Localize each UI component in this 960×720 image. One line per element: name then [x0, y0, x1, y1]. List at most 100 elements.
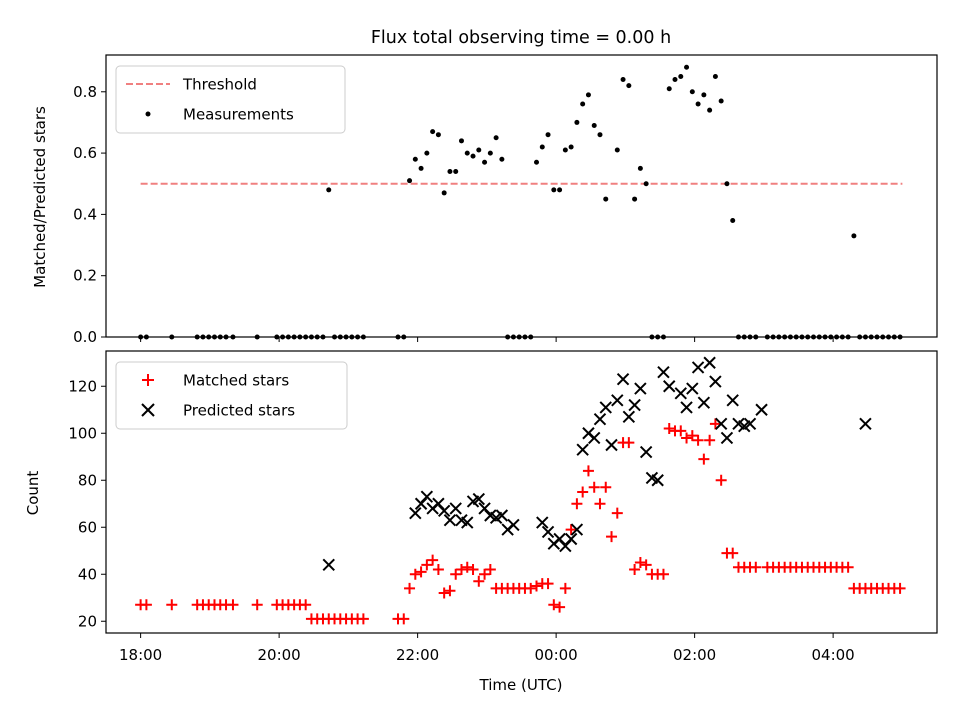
measurement-point — [580, 101, 586, 107]
bottom-y-tick-label: 100 — [68, 424, 97, 442]
matched-star-point — [692, 434, 704, 446]
bottom-y-tick-label: 60 — [78, 518, 97, 536]
matched-star-point — [634, 557, 646, 568]
matched-star-point — [727, 547, 739, 559]
matched-star-point — [166, 599, 178, 611]
top-y-tick-label: 0.8 — [73, 83, 97, 101]
top-y-tick-label: 0.6 — [73, 144, 97, 162]
bottom-plot-frame — [105, 350, 938, 634]
matched-star-point — [594, 498, 606, 510]
matched-star-point — [525, 582, 537, 594]
predicted-star-point — [714, 417, 728, 431]
matched-star-point — [455, 564, 467, 576]
matched-star-point — [300, 599, 312, 611]
bottom-x-tick-label: 22:00 — [396, 646, 439, 664]
predicted-star-point — [536, 516, 549, 529]
measurement-point — [487, 150, 493, 156]
matched-legend-label: Matched stars — [183, 372, 289, 390]
bottom-x-tick-label: 00:00 — [535, 646, 578, 664]
measurement-point — [562, 147, 568, 153]
measurement-point — [678, 73, 684, 79]
matched-star-point — [251, 599, 263, 611]
measurements-legend-dot — [145, 111, 151, 117]
top-y-tick-label: 0.4 — [73, 205, 97, 223]
predicted-star-point — [611, 394, 624, 407]
bottom-legend-box — [115, 361, 348, 430]
matched-star-point — [427, 554, 439, 566]
measurement-point — [470, 153, 476, 159]
matched-star-point — [611, 507, 623, 519]
bottom-y-tick-label: 20 — [78, 612, 97, 630]
matched-star-point — [629, 564, 641, 576]
top-legend-box — [115, 65, 346, 134]
predicted-star-point — [628, 398, 641, 412]
matched-star-point — [606, 531, 618, 543]
measurement-point — [574, 119, 580, 125]
matched-star-point — [461, 561, 473, 573]
measurement-point — [701, 92, 707, 98]
matched-star-point — [227, 599, 239, 611]
matched-star-point — [484, 564, 496, 576]
measurement-point — [632, 196, 638, 202]
matched-star-point — [842, 561, 854, 573]
predicted-star-point — [697, 396, 711, 409]
matched-star-point — [398, 613, 410, 625]
matched-star-point — [421, 559, 433, 571]
measurement-point — [326, 187, 332, 193]
matched-star-point — [588, 481, 600, 493]
top-panel: 0.00.20.40.60.8 Matched/Predicted stars … — [31, 54, 938, 346]
measurement-point — [424, 150, 430, 156]
predicted-star-point — [743, 417, 757, 431]
top-y-axis: 0.0 0.2 0.4 0.6 0.8 — [73, 83, 106, 346]
predicted-star-point — [634, 382, 647, 395]
measurement-point — [718, 98, 724, 104]
predicted-star-point — [859, 417, 872, 431]
predicted-star-point — [472, 492, 486, 506]
predicted-star-point — [657, 365, 670, 379]
bottom-x-axis: 18:00 20:00 22:00 00:00 02:00 04:00 — [119, 633, 855, 664]
predicted-star-point — [686, 382, 699, 395]
matched-star-point — [415, 566, 427, 578]
predicted-legend-marker — [141, 403, 155, 417]
matched-star-point — [438, 587, 450, 599]
measurement-point — [539, 144, 545, 150]
predicted-star-point — [726, 394, 739, 407]
matched-star-point — [640, 559, 652, 571]
threshold-legend-label: Threshold — [182, 76, 257, 94]
measurement-point — [597, 132, 603, 138]
matched-star-point — [577, 486, 589, 498]
measurement-point — [672, 77, 678, 83]
matched-star-point — [444, 585, 456, 597]
matched-star-point — [623, 437, 635, 449]
measurement-point — [476, 147, 482, 153]
matched-star-point — [559, 582, 571, 594]
bottom-panel: 20 40 60 80 100 120 18:00 20:00 22:00 00:00 02:00… — [24, 350, 938, 694]
predicted-star-point — [541, 525, 555, 539]
predicted-star-point — [622, 410, 636, 424]
measurement-point — [447, 168, 453, 174]
matched-star-point — [542, 578, 554, 590]
matched-star-point — [600, 481, 612, 493]
matched-star-point — [565, 524, 577, 536]
measurement-point — [430, 129, 436, 135]
bottom-marks — [135, 356, 906, 625]
measurement-point — [412, 156, 418, 162]
top-legend: Threshold Measurements — [115, 65, 346, 134]
measurement-point — [441, 190, 447, 196]
bottom-x-tick-label: 20:00 — [258, 646, 301, 664]
measurement-point — [707, 107, 713, 113]
predicted-star-point — [420, 490, 434, 503]
measurement-point — [591, 123, 597, 128]
top-y-axis-label: Matched/Predicted stars — [31, 106, 49, 288]
predicted-star-point — [599, 401, 612, 414]
matched-star-point — [479, 568, 491, 580]
matched-legend-marker — [142, 374, 154, 386]
matched-star-point — [140, 599, 152, 611]
matched-star-point — [467, 564, 479, 576]
measurement-point — [464, 150, 470, 156]
predicted-star-point — [495, 509, 509, 522]
measurement-point — [689, 89, 695, 95]
predicted-star-point — [720, 431, 734, 445]
x-axis-label: Time (UTC) — [479, 676, 563, 694]
